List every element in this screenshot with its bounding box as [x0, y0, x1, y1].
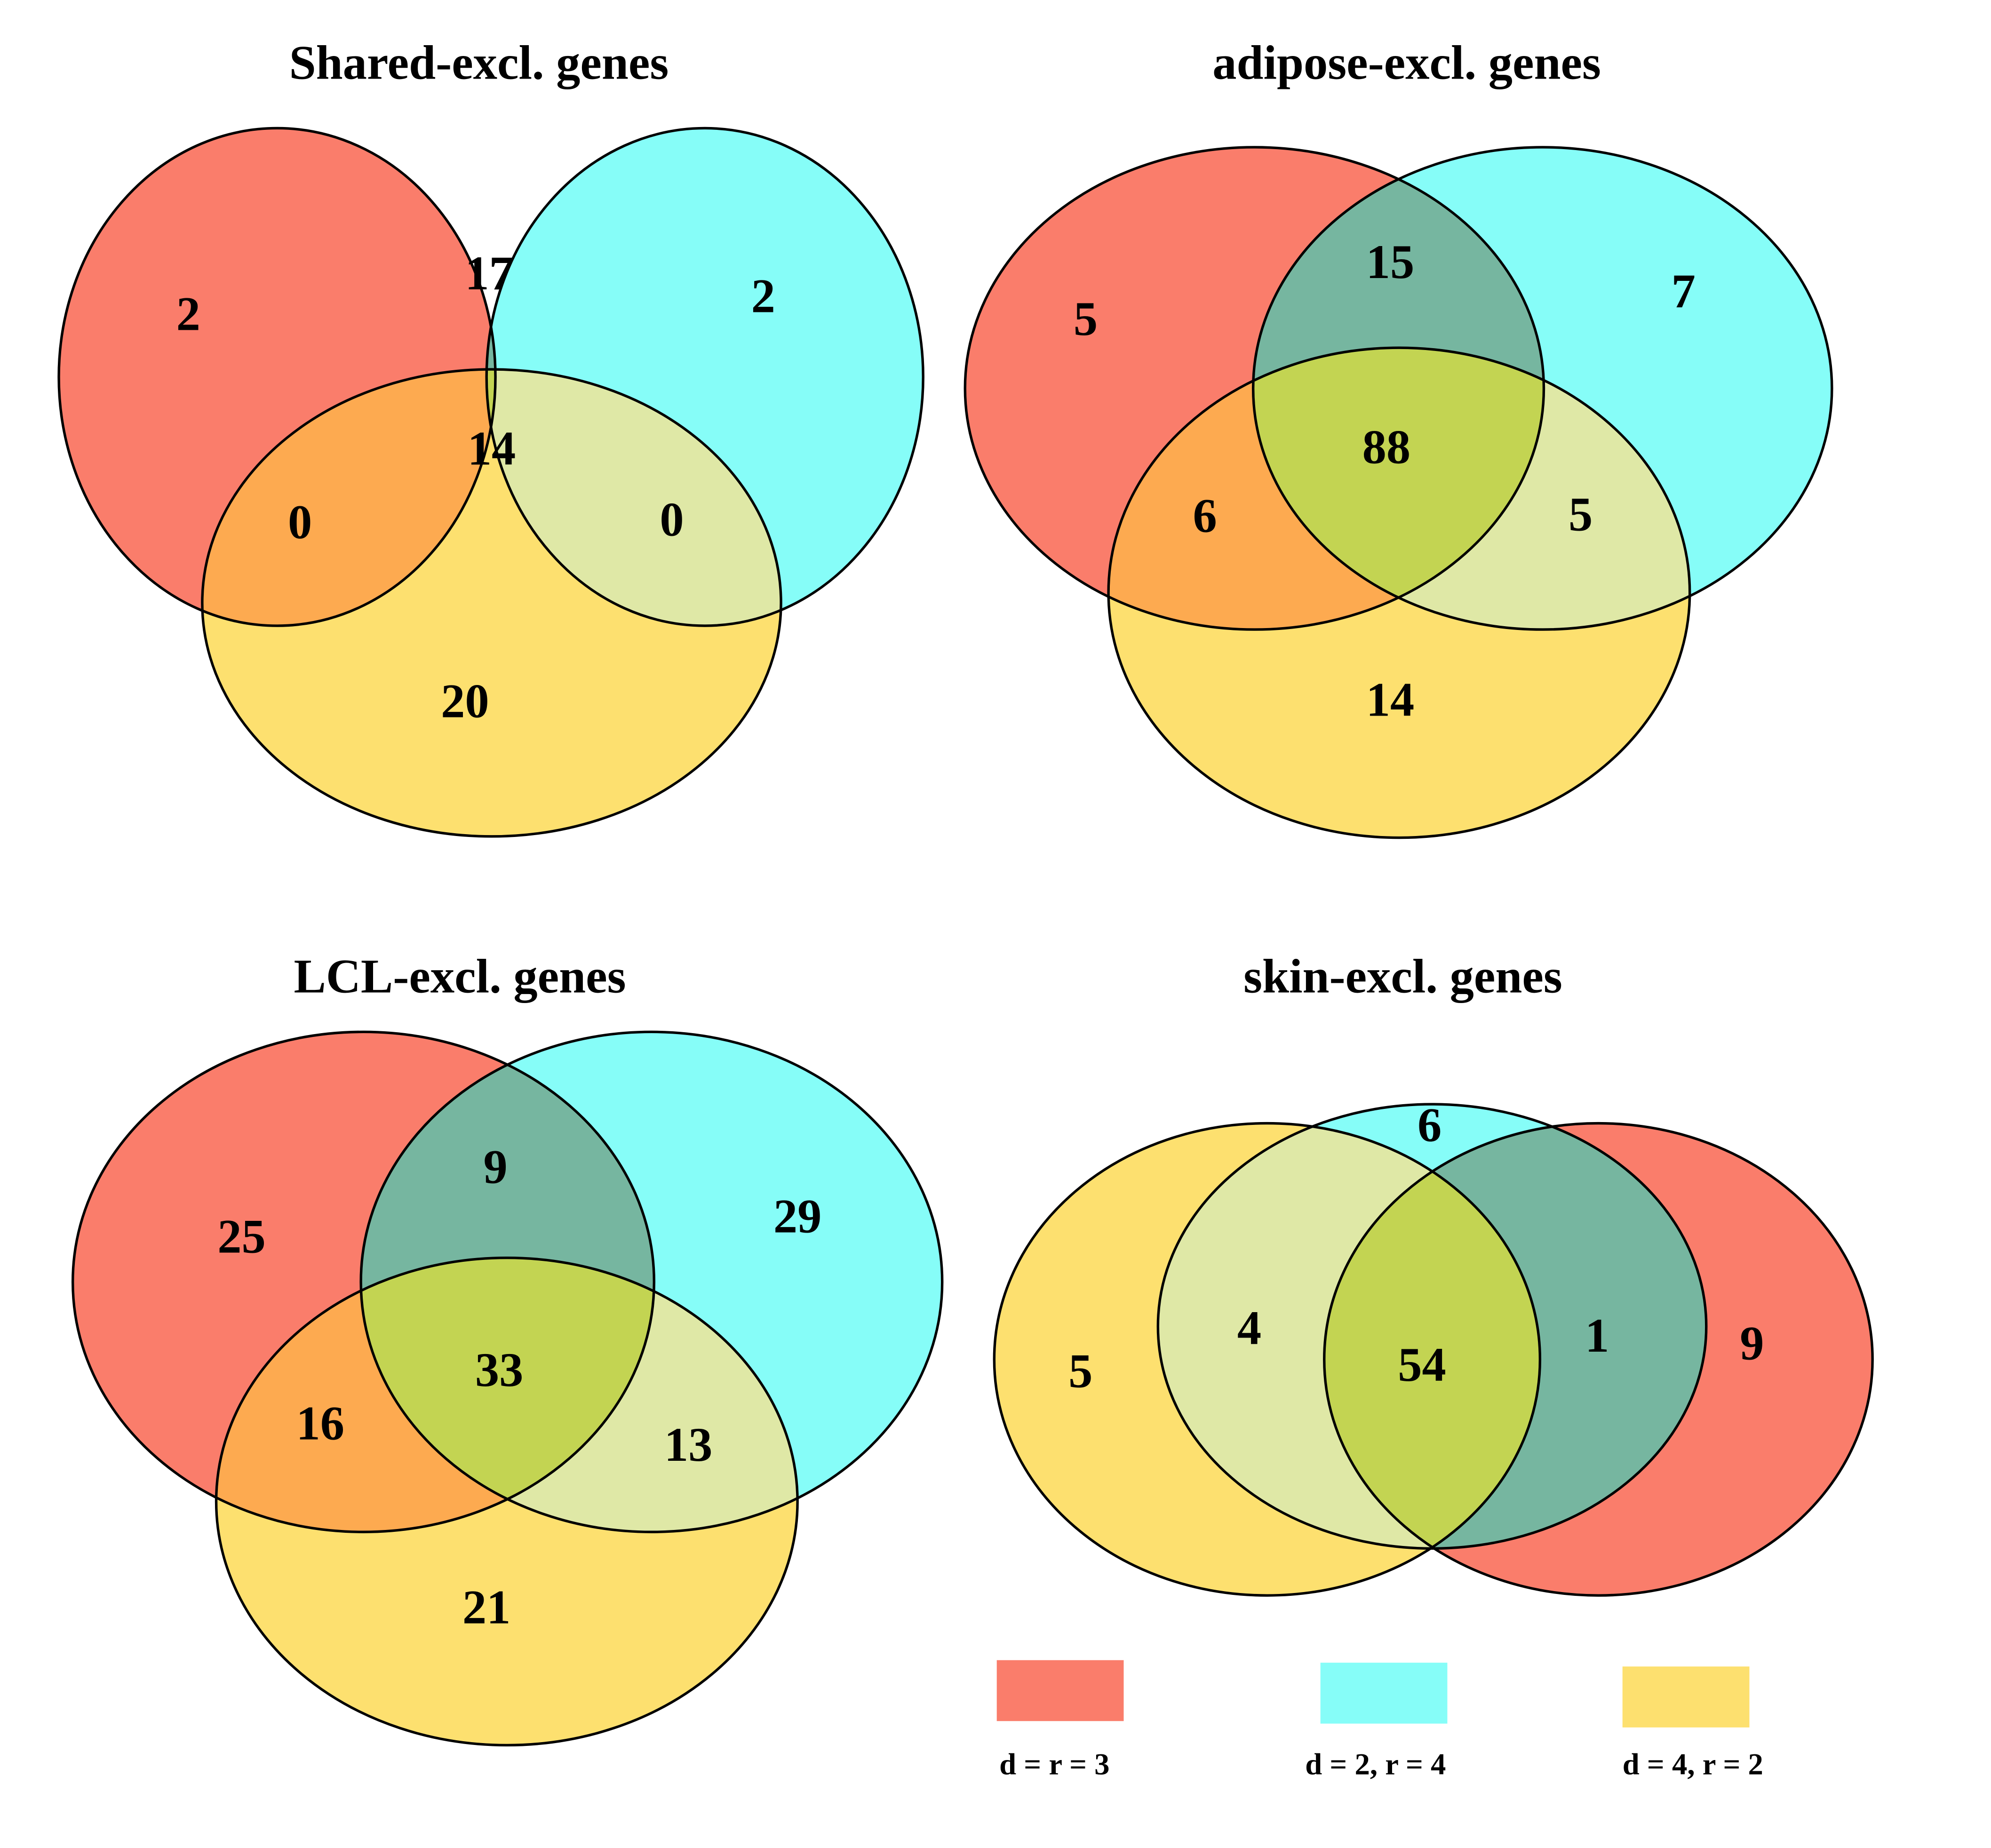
legend-label: d = 4, r = 2 — [1623, 1748, 1763, 1782]
venn-panel-shared: Shared-excl. genes 2 2 17 14 0 0 20 — [57, 36, 924, 838]
panel-title: adipose-excl. genes — [1212, 36, 1601, 89]
legend-label: d = 2, r = 4 — [1305, 1748, 1446, 1782]
count-ab: 17 — [465, 247, 513, 300]
panel-title: LCL-excl. genes — [294, 950, 626, 1004]
count-b-only: 2 — [751, 270, 775, 323]
count-a-only: 5 — [1074, 293, 1098, 346]
count-a-only: 9 — [1740, 1317, 1764, 1370]
count-c-only: 14 — [1366, 674, 1415, 727]
venn-panel-lcl: LCL-excl. genes 25 29 9 33 16 13 21 — [72, 950, 944, 1747]
legend-item-d3-r3: d = r = 3 — [996, 1660, 1124, 1782]
legend-label: d = r = 3 — [999, 1748, 1109, 1782]
panel-title: Shared-excl. genes — [289, 36, 669, 89]
count-bc: 5 — [1569, 488, 1593, 542]
legend: d = r = 3 d = 2, r = 4 d = 4, r = 2 — [996, 1660, 1763, 1782]
venn-panel-adipose: adipose-excl. genes 5 7 15 88 6 5 14 — [964, 36, 1833, 839]
count-ac: 6 — [1193, 489, 1217, 542]
count-a-only: 25 — [217, 1211, 265, 1264]
count-abc: 14 — [468, 422, 516, 475]
venn-panel-skin: skin-excl. genes 6 5 4 54 1 9 — [993, 950, 1874, 1597]
count-bc: 0 — [660, 493, 684, 546]
legend-swatch — [1320, 1663, 1448, 1724]
legend-swatch — [1622, 1666, 1750, 1728]
count-abc: 33 — [475, 1344, 524, 1397]
count-c-only: 5 — [1068, 1345, 1092, 1398]
count-b-only: 6 — [1418, 1099, 1441, 1152]
legend-swatch — [996, 1660, 1124, 1721]
count-abc: 54 — [1398, 1338, 1446, 1392]
count-ab: 9 — [483, 1140, 507, 1194]
legend-item-d4-r2: d = 4, r = 2 — [1622, 1666, 1763, 1782]
count-bc: 4 — [1237, 1302, 1261, 1355]
count-a-only: 2 — [176, 287, 200, 341]
count-abc: 88 — [1362, 421, 1411, 474]
count-ac: 16 — [296, 1397, 345, 1450]
legend-item-d2-r4: d = 2, r = 4 — [1305, 1663, 1448, 1782]
count-b-only: 29 — [773, 1190, 822, 1243]
count-c-only: 20 — [441, 675, 489, 728]
panel-title: skin-excl. genes — [1243, 950, 1562, 1004]
count-c-only: 21 — [462, 1581, 510, 1634]
count-b-only: 7 — [1672, 265, 1696, 318]
count-ab: 15 — [1366, 236, 1415, 289]
count-ac: 0 — [288, 496, 312, 549]
count-bc: 13 — [664, 1418, 713, 1472]
count-ab: 1 — [1585, 1309, 1609, 1362]
